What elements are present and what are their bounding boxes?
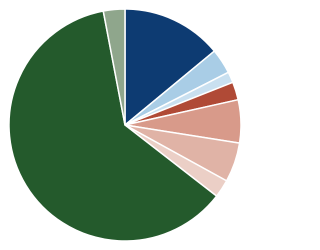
pie-slice <box>124 8 216 126</box>
chart <box>8 8 242 242</box>
pie-slice <box>8 10 218 242</box>
pie-slice <box>102 8 126 126</box>
